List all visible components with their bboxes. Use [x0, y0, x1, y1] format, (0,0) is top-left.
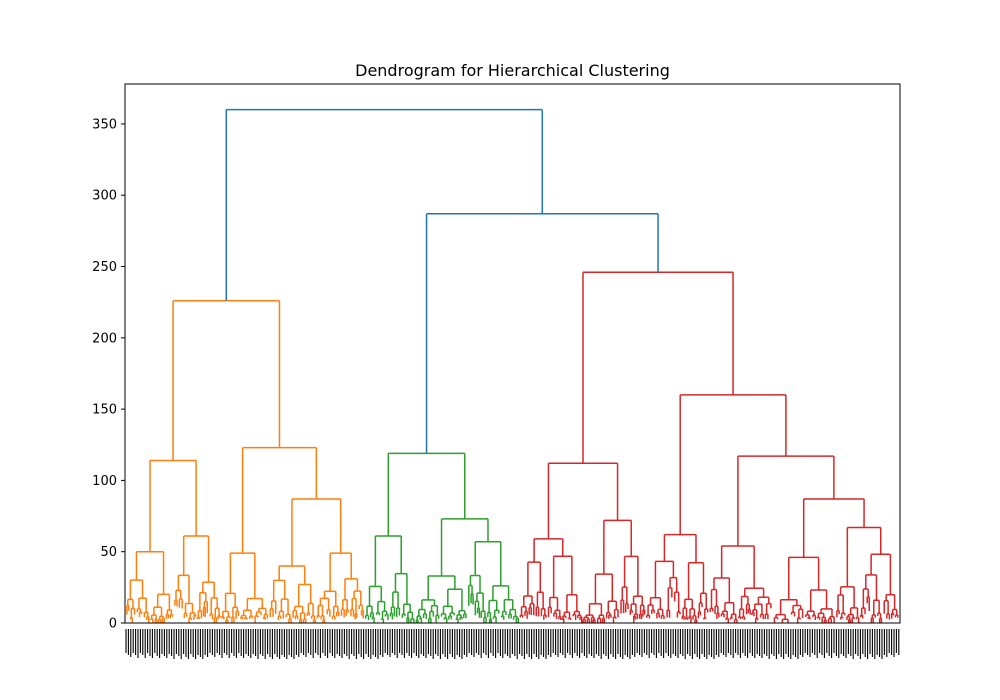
y-tick-label: 100	[92, 474, 117, 489]
leaf-labels	[125, 629, 900, 659]
y-tick-label: 150	[92, 403, 117, 418]
dendrogram-links	[126, 108, 899, 623]
plot-frame	[124, 83, 901, 624]
y-tick-label: 50	[100, 545, 117, 560]
y-tick-label: 300	[92, 189, 117, 204]
y-axis: 0 50 100 150 200 250 300 350	[92, 117, 125, 632]
y-tick-label: 250	[92, 260, 117, 275]
y-tick-label: 0	[109, 617, 117, 632]
y-tick-label: 200	[92, 331, 117, 346]
chart-title: Dendrogram for Hierarchical Clustering	[355, 61, 670, 80]
y-tick-label: 350	[92, 117, 117, 132]
